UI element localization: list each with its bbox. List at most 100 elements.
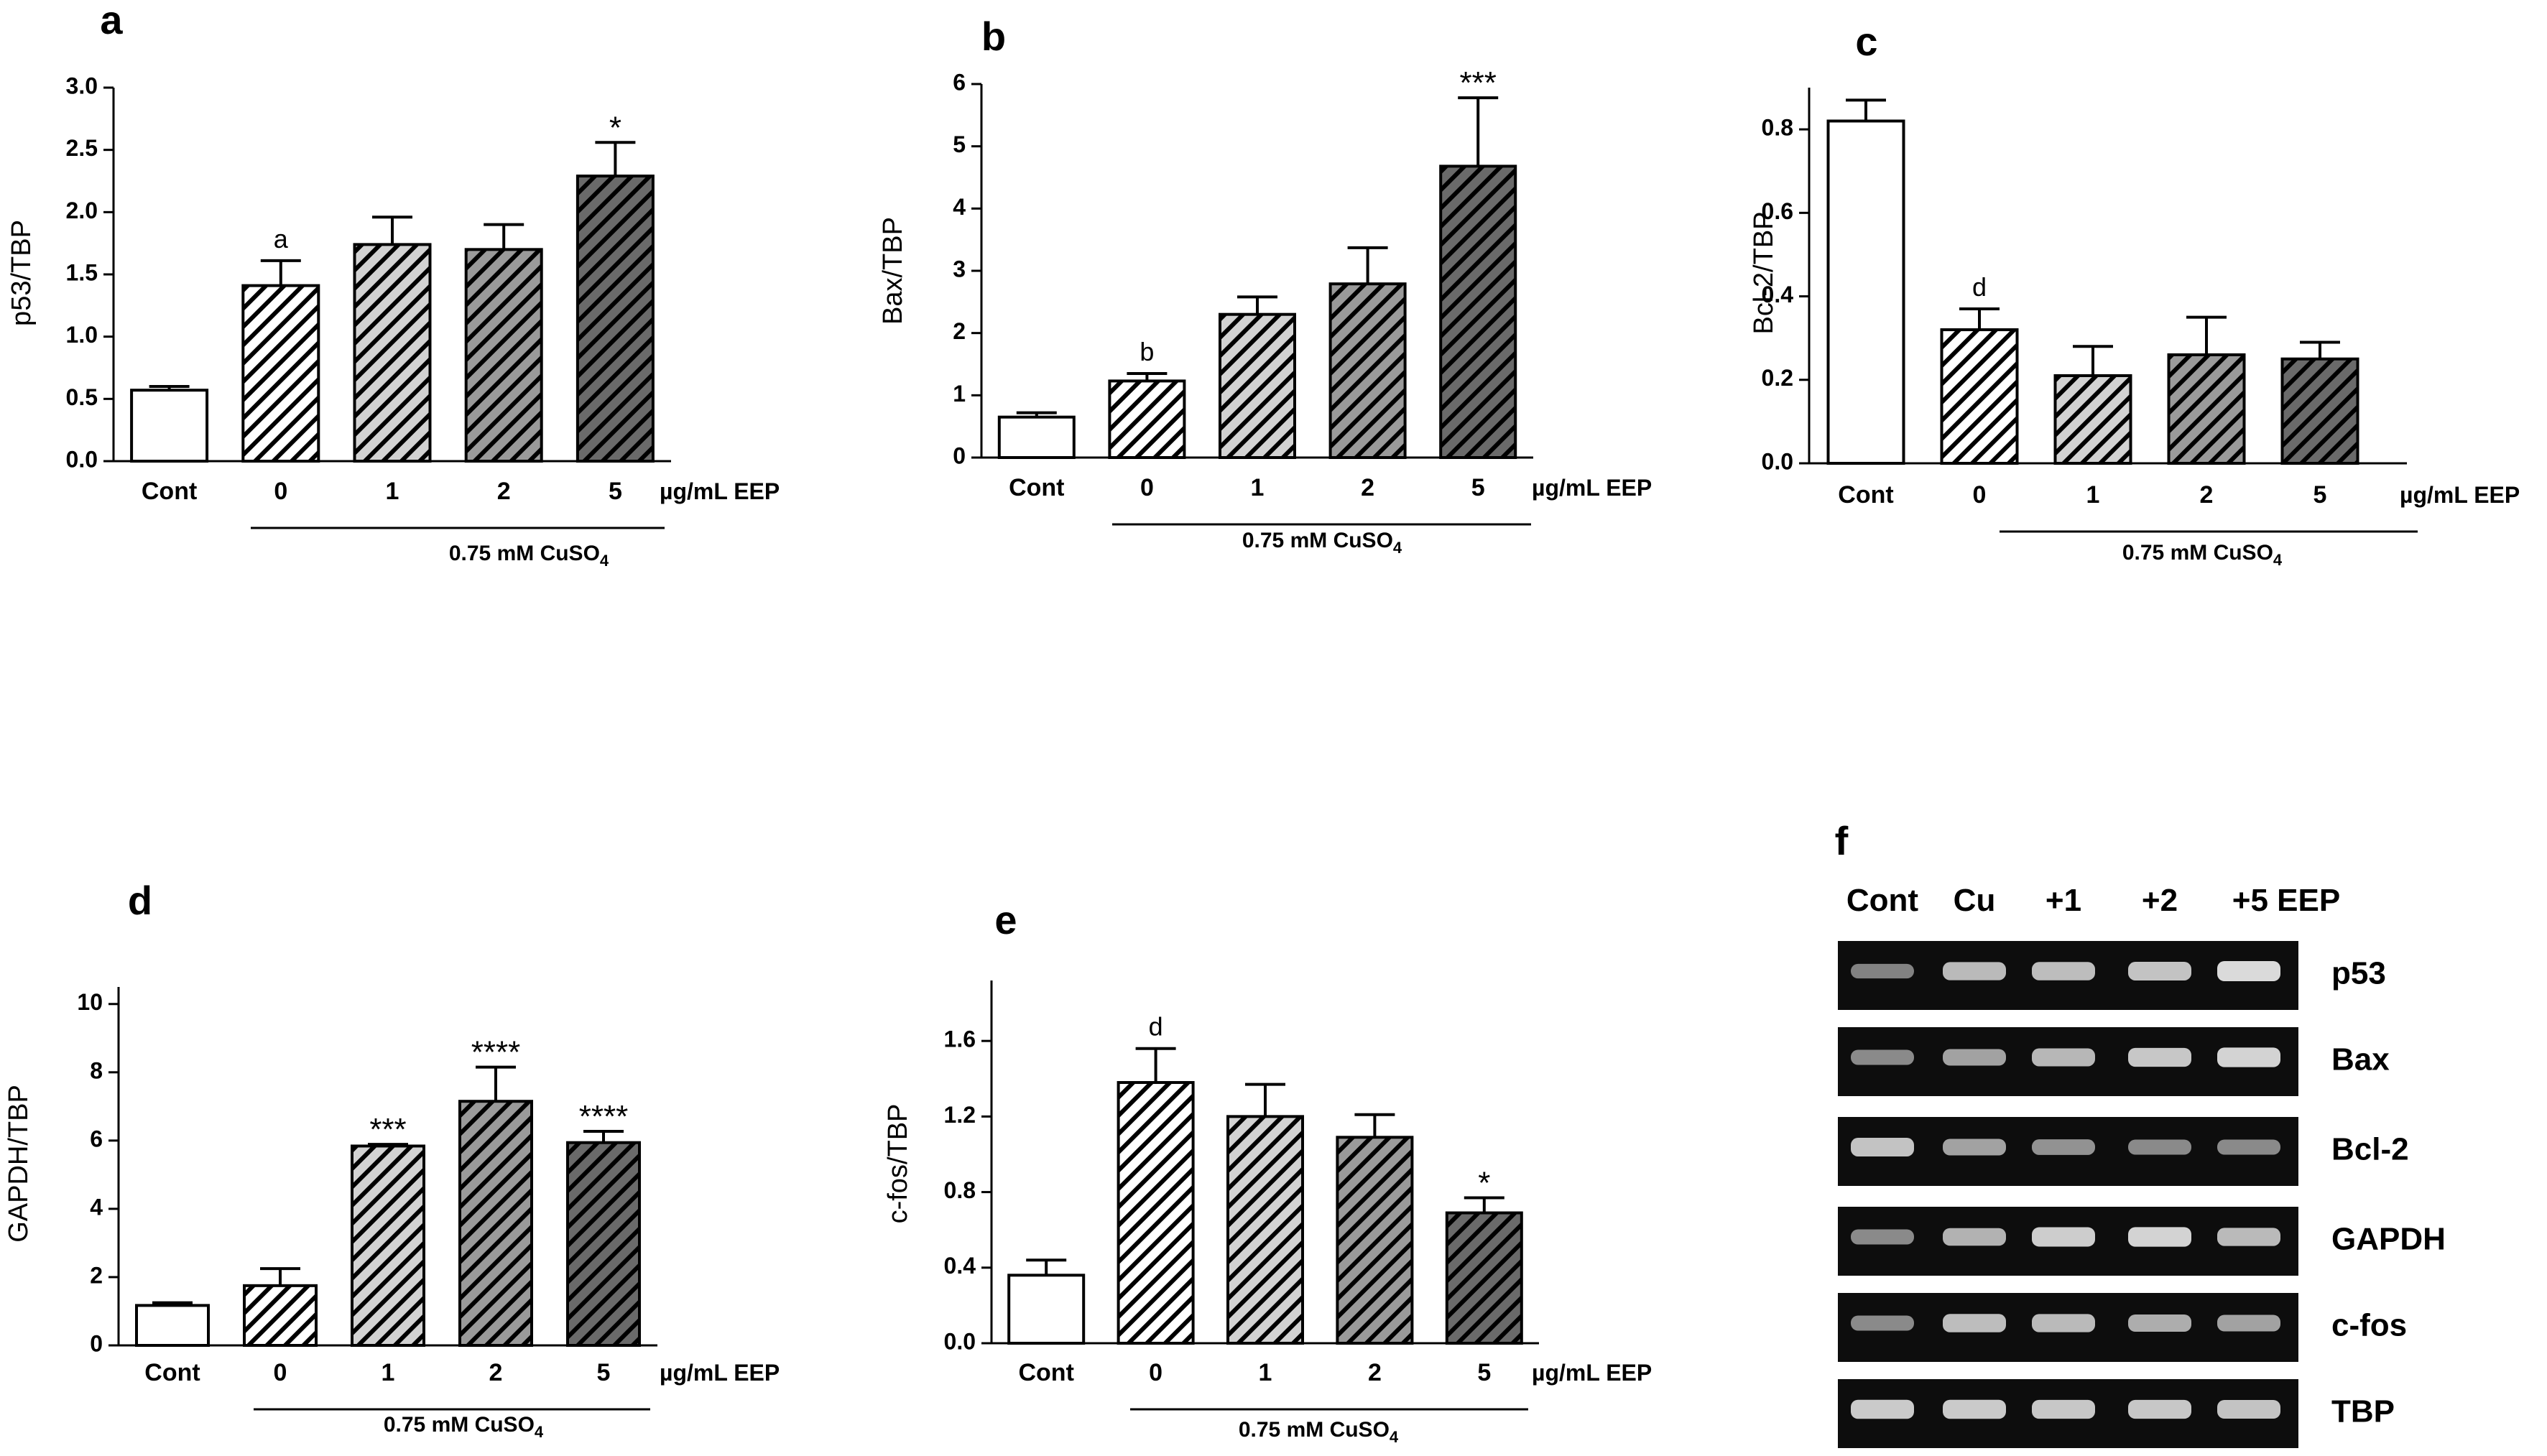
gel-band	[2032, 1314, 2095, 1332]
treatment-label: 0.75 mM CuSO4	[2122, 541, 2283, 569]
treatment-subscript: 4	[535, 1423, 544, 1441]
category-label: 1	[386, 478, 399, 505]
gel-band	[1851, 1138, 1914, 1156]
y-tick-label: 2	[90, 1262, 103, 1288]
y-tick-label: 2	[953, 318, 966, 344]
bar	[241, 284, 320, 463]
bar	[1108, 379, 1186, 460]
bar	[243, 1284, 318, 1348]
category-label: Cont	[1009, 474, 1064, 501]
bar	[1826, 119, 1905, 465]
gel-column-label: +1	[2046, 883, 2081, 918]
gel-column-label: Cont	[1846, 883, 1919, 918]
y-tick-label: 3.0	[66, 73, 98, 98]
y-axis-label: Bax/TBP	[878, 217, 908, 325]
y-tick-label: 0.8	[944, 1177, 976, 1203]
charts-layer: a p53/TBP 0.0 0.5 1.0 1.5 2.0 2.5 3.0 Cont a 0 1 2 * 5 µ…	[4, 0, 2520, 1446]
category-label: 5	[1471, 474, 1485, 501]
treatment-subscript: 4	[2273, 551, 2283, 569]
significance-label: ****	[579, 1099, 629, 1134]
gel-band	[2032, 1139, 2095, 1155]
category-label: 5	[2313, 481, 2327, 509]
category-label: Cont	[142, 478, 197, 505]
bar	[1007, 1274, 1086, 1345]
category-label: 0	[274, 478, 287, 505]
bar	[2280, 357, 2359, 465]
gel-column-label: +5 EEP	[2232, 883, 2340, 918]
y-tick-label: 2.5	[66, 135, 98, 161]
gel-column-label: Cu	[1954, 883, 1996, 918]
gel-band	[2032, 1399, 2095, 1419]
bar	[353, 243, 432, 463]
gel-row-label: c-fos	[2331, 1308, 2407, 1343]
category-label: 2	[2200, 481, 2214, 509]
y-tick-label: 0.2	[1762, 365, 1793, 391]
category-label: Cont	[1838, 481, 1893, 509]
gel-band	[2032, 962, 2095, 980]
y-tick-label: 0.0	[1762, 448, 1793, 474]
treatment-label: 0.75 mM CuSO4	[384, 1413, 544, 1441]
y-tick-label: 0.6	[1762, 198, 1793, 224]
category-label: 0	[274, 1359, 287, 1386]
gel-band	[1943, 1399, 2006, 1419]
gel-row-tbp: TBP	[1838, 1379, 2395, 1448]
bar	[464, 248, 543, 463]
bar	[1328, 282, 1407, 460]
gel-row-bax: Bax	[1838, 1027, 2390, 1096]
y-tick-label: 4	[90, 1194, 103, 1220]
category-label: 1	[2086, 481, 2100, 509]
bar	[575, 175, 655, 463]
category-label: 0	[1973, 481, 1987, 509]
significance-label: b	[1140, 337, 1154, 366]
y-tick-label: 1.2	[944, 1102, 976, 1128]
category-label: 5	[1477, 1359, 1491, 1386]
gel-row-c-fos: c-fos	[1838, 1293, 2407, 1362]
gel-band	[1943, 1314, 2006, 1332]
bar	[1445, 1211, 1523, 1345]
gel-row-label: Bcl-2	[2331, 1132, 2409, 1167]
treatment-subscript: 4	[1393, 539, 1402, 557]
y-axis-label: Bcl-2/TBP	[1749, 211, 1779, 334]
significance-label: ****	[471, 1035, 521, 1070]
chart-panel-e: e c-fos/TBP 0.0 0.4 0.8 1.2 1.6 Cont d 0 1 2 * 5 µg/mL…	[883, 897, 1652, 1446]
gel-row-label: GAPDH	[2331, 1222, 2446, 1257]
y-tick-label: 0.4	[944, 1253, 976, 1279]
bar	[566, 1141, 641, 1348]
y-tick-label: 0.0	[66, 446, 98, 472]
category-label: 5	[609, 478, 622, 505]
y-axis-label: c-fos/TBP	[883, 1104, 913, 1224]
gel-row-label: Bax	[2331, 1042, 2390, 1077]
y-tick-label: 6	[953, 69, 966, 95]
panel-letter: b	[981, 14, 1006, 59]
bar	[458, 1100, 533, 1347]
unit-label: µg/mL EEP	[2400, 482, 2520, 508]
significance-label: *	[1478, 1165, 1490, 1200]
y-tick-label: 0.0	[944, 1328, 976, 1354]
panel-letter: c	[1855, 19, 1877, 64]
gel-band	[2128, 1047, 2191, 1067]
y-axis-label: p53/TBP	[6, 220, 37, 326]
gel-layer: f Cont Cu +1 +2 +5 EEP p53 Bax Bcl-2 GAPDH c-fos TB…	[1835, 818, 2446, 1448]
panel-letter: a	[100, 0, 123, 42]
gel-band	[1851, 1049, 1914, 1065]
panel-letter: d	[128, 878, 152, 923]
gel-panel: f Cont Cu +1 +2 +5 EEP p53 Bax Bcl-2 GAPDH c-fos TB…	[1835, 818, 2446, 1448]
gel-band	[2217, 1314, 2280, 1332]
y-tick-label: 10	[77, 989, 103, 1015]
panel-letter: e	[994, 897, 1017, 942]
gel-band	[2217, 1139, 2280, 1155]
category-label: 2	[489, 1359, 503, 1386]
bar	[1439, 164, 1517, 459]
bar	[351, 1144, 425, 1347]
significance-label: ***	[369, 1112, 406, 1147]
gel-row-bcl-2: Bcl-2	[1838, 1117, 2409, 1186]
y-tick-label: 6	[90, 1126, 103, 1151]
bar	[2167, 353, 2246, 465]
category-label: Cont	[144, 1359, 200, 1386]
gel-band	[2128, 1227, 2191, 1247]
unit-label: µg/mL EEP	[1532, 1360, 1652, 1386]
gel-band	[1943, 1139, 2006, 1156]
category-label: 1	[382, 1359, 395, 1386]
gel-row-label: TBP	[2331, 1394, 2395, 1429]
